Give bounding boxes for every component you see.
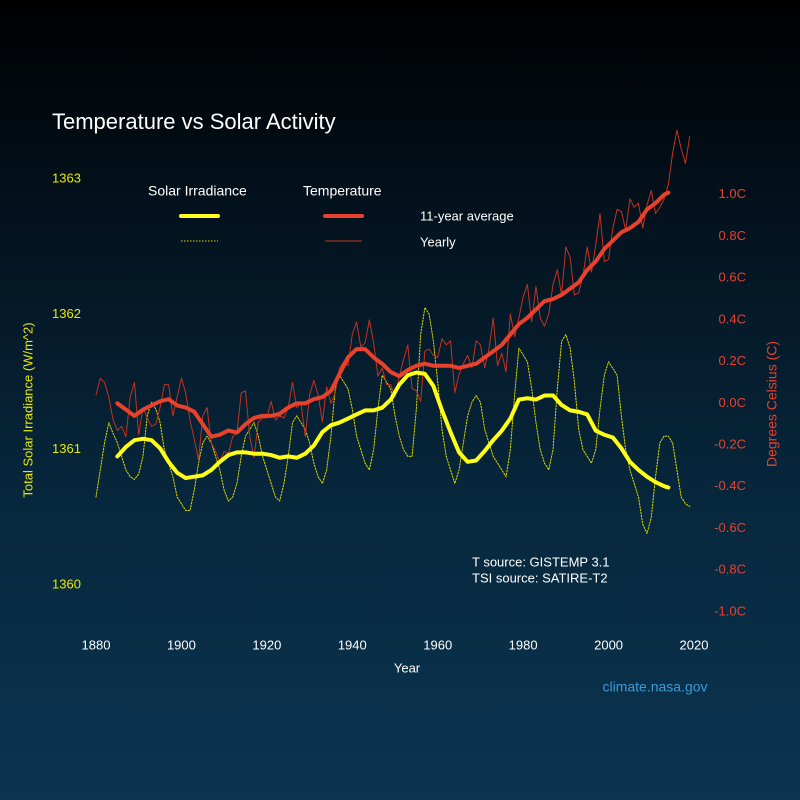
series-line bbox=[95, 129, 691, 463]
y2-tick-label: -0.4C bbox=[714, 478, 746, 493]
x-tick-label: 1900 bbox=[167, 637, 196, 652]
y2-tick-label: -0.6C bbox=[714, 520, 746, 535]
annotation: TSI source: SATIRE-T2 bbox=[472, 570, 608, 585]
x-tick-label: 1980 bbox=[509, 637, 538, 652]
x-tick-label: 2000 bbox=[594, 637, 623, 652]
y2-tick-label: -0.2C bbox=[714, 437, 746, 452]
y2-tick-label: 0.8C bbox=[719, 228, 746, 243]
y2-tick-label: 0.0C bbox=[719, 395, 746, 410]
y2-tick-label: 0.4C bbox=[719, 311, 746, 326]
y-tick-label: 1361 bbox=[52, 441, 81, 456]
legend-header: Temperature bbox=[303, 183, 382, 199]
y-tick-label: 1362 bbox=[52, 306, 81, 321]
y2-tick-label: 0.6C bbox=[719, 270, 746, 285]
chart-title: Temperature vs Solar Activity bbox=[52, 109, 336, 134]
y2-tick-label: 0.2C bbox=[719, 353, 746, 368]
y2-tick-label: -1.0C bbox=[714, 603, 746, 618]
credit: climate.nasa.gov bbox=[602, 679, 707, 695]
legend-label: Yearly bbox=[420, 234, 456, 249]
x-tick-label: 1920 bbox=[252, 637, 281, 652]
x-axis-label: Year bbox=[394, 660, 421, 675]
x-tick-label: 2020 bbox=[680, 637, 709, 652]
y2-axis-label: Degrees Celsius (C) bbox=[764, 341, 780, 467]
legend-label: 11-year average bbox=[420, 208, 514, 223]
y-axis-label: Total Solar Irradiance (W/m^2) bbox=[20, 322, 35, 497]
annotation: T source: GISTEMP 3.1 bbox=[472, 554, 610, 569]
x-tick-label: 1960 bbox=[423, 637, 452, 652]
y-tick-label: 1363 bbox=[52, 170, 81, 185]
series-line bbox=[115, 370, 671, 490]
y2-tick-label: 1.0C bbox=[719, 186, 746, 201]
x-tick-label: 1880 bbox=[82, 637, 111, 652]
x-tick-label: 1940 bbox=[338, 637, 367, 652]
y2-tick-label: -0.8C bbox=[714, 562, 746, 577]
y-tick-label: 1360 bbox=[52, 576, 81, 591]
series-line bbox=[95, 307, 691, 535]
series-line bbox=[115, 190, 671, 439]
legend-header: Solar Irradiance bbox=[148, 183, 247, 199]
